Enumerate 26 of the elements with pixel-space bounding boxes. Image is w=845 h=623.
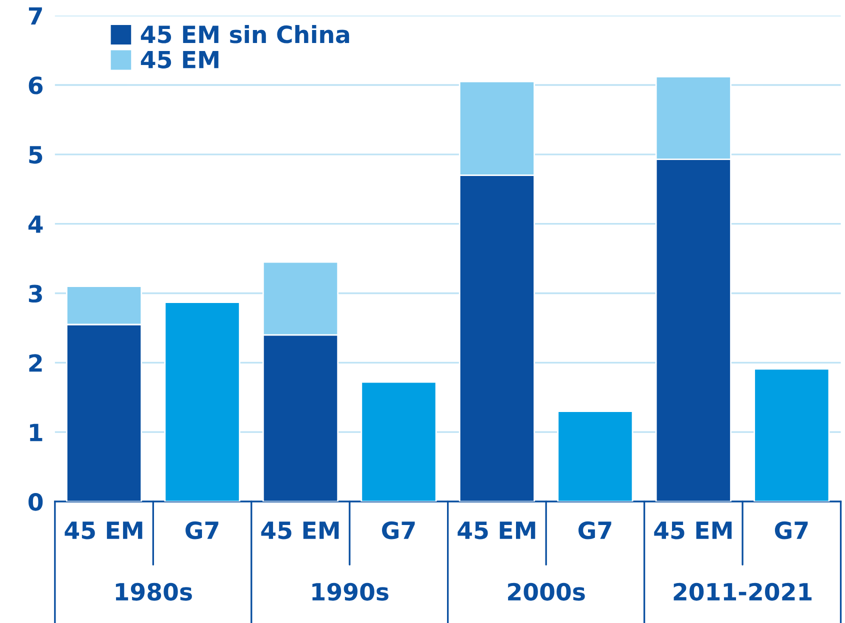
bar [557, 410, 634, 502]
bar [360, 381, 437, 502]
text: 1980s [116, 582, 192, 601]
bar [754, 368, 830, 502]
x-tick-label: 45 EM [458, 522, 536, 540]
text: 2011-2021 [674, 582, 812, 601]
y-tick-label: 5 [29, 146, 42, 164]
bar [164, 302, 240, 502]
y-tick-label: 4 [28, 216, 43, 233]
y-tick-label: 3 [28, 284, 42, 303]
x-tick-label: G7 [774, 521, 808, 540]
text: 1990s [312, 582, 388, 601]
y-tick-label: 6 [28, 76, 43, 94]
y-tick-label: 1 [30, 424, 42, 442]
x-tick-label: 45 EM [654, 522, 732, 540]
text: 2000s [508, 582, 585, 601]
x-tick-label: G7 [186, 521, 218, 540]
x-tick-label: G7 [578, 521, 612, 540]
x-tick-label: 45 EM [64, 522, 142, 540]
y-tick-label: 0 [28, 492, 43, 511]
x-tick-label: G7 [382, 521, 415, 540]
x-tick-label: 45 EM [261, 522, 339, 540]
legend-label: 45 EM sin China [140, 25, 350, 44]
legend-label: 45 EM [140, 50, 218, 69]
y-tick-label: 2 [29, 354, 42, 372]
y-tick-label: 7 [28, 7, 42, 25]
